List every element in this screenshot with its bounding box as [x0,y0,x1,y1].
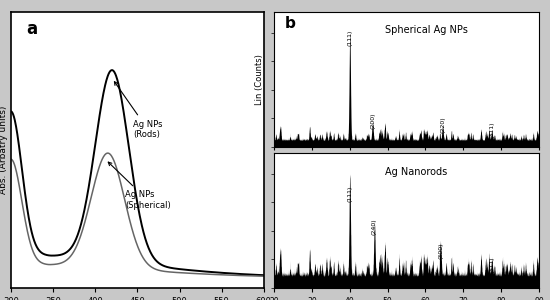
Text: (200): (200) [370,112,375,129]
Text: Ag NPs
(Spherical): Ag NPs (Spherical) [108,162,170,210]
Text: Ag Nanorods: Ag Nanorods [386,167,448,177]
Text: (240): (240) [372,219,377,236]
Text: Spherical Ag NPs: Spherical Ag NPs [386,26,468,35]
Text: (311): (311) [489,121,494,138]
Text: (111): (111) [348,30,353,46]
Text: (311): (311) [489,256,494,273]
Text: (300): (300) [438,243,443,259]
Text: (220): (220) [440,116,445,133]
Text: a: a [26,20,37,38]
Y-axis label: Lin (Counts): Lin (Counts) [255,54,264,105]
Text: Ag NPs
(Rods): Ag NPs (Rods) [114,82,163,139]
Text: b: b [285,16,296,31]
Text: (111): (111) [348,186,353,202]
Y-axis label: Abs. (Arbatry units): Abs. (Arbatry units) [0,106,8,194]
